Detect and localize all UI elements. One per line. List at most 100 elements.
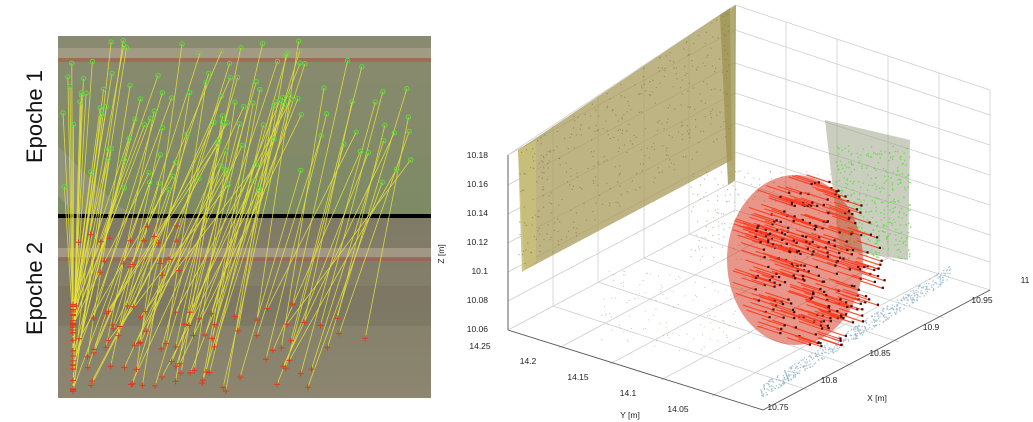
displacement-vector: [804, 213, 829, 223]
object-point: [868, 211, 870, 213]
displacement-vector: [797, 317, 823, 327]
wall-point: [672, 61, 675, 63]
object-point: [880, 153, 883, 155]
epoch2-marker: [97, 238, 104, 245]
vector-head: [811, 253, 814, 256]
wall-point: [658, 120, 660, 122]
floor-point: [942, 279, 944, 281]
wall-point: [522, 189, 524, 191]
epoch2-marker: [128, 381, 135, 388]
wall-point: [661, 67, 663, 69]
object-point: [880, 212, 882, 214]
floor-point: [935, 281, 937, 283]
wall-point: [679, 86, 682, 89]
object-point: [898, 248, 900, 251]
floor-point: [823, 357, 825, 359]
object-point: [878, 252, 880, 254]
floor-point: [795, 366, 797, 369]
floor-point: [886, 305, 888, 307]
epoch1-marker: [218, 48, 225, 55]
object-point: [876, 240, 878, 242]
vector-head: [803, 264, 806, 267]
floor-point: [855, 335, 858, 337]
wall-point: [567, 181, 569, 183]
object-point: [901, 173, 904, 175]
wall-point: [580, 124, 582, 126]
epoch1-marker: [281, 102, 288, 108]
epoch2-marker: [274, 381, 281, 388]
object-point: [876, 256, 878, 258]
object-point: [866, 218, 869, 221]
floor-point: [873, 318, 875, 321]
object-point: [692, 173, 694, 175]
epoch2-marker: [334, 315, 341, 322]
object-point: [870, 146, 873, 148]
object-point: [706, 220, 708, 222]
vector-head: [801, 275, 805, 278]
wall-point: [538, 163, 540, 165]
floor-point: [824, 346, 827, 349]
object-point: [875, 176, 877, 179]
floor-point: [856, 327, 859, 330]
epoch2-marker: [142, 308, 149, 315]
floor-point: [771, 379, 774, 381]
object-point: [887, 248, 890, 250]
displacement-vector: [786, 235, 811, 245]
x-tick: 11: [1021, 275, 1030, 285]
floor-point: [932, 289, 935, 292]
wall-point: [577, 116, 579, 118]
object-point: [716, 195, 719, 197]
floor-point: [671, 332, 673, 334]
floor-point: [944, 274, 946, 276]
floor-point: [911, 294, 913, 296]
object-point: [890, 156, 892, 159]
wall-point: [606, 130, 609, 132]
floor-point: [842, 340, 845, 343]
object-point: [858, 198, 861, 200]
vector-head: [768, 316, 771, 319]
vector-head: [835, 190, 838, 193]
match-line: [72, 97, 172, 365]
wall-point: [684, 65, 686, 68]
object-point: [865, 243, 867, 246]
displacement-vector: [811, 232, 836, 242]
vector-head: [869, 233, 872, 236]
epoch1-marker: [179, 41, 185, 47]
floor-point: [824, 345, 826, 347]
epoch2-marker: [262, 356, 269, 363]
floor-point: [655, 300, 657, 302]
floor-point: [726, 336, 728, 338]
floor-point: [761, 392, 763, 394]
vector-head: [854, 222, 857, 225]
object-point: [862, 216, 865, 218]
floor-point: [656, 339, 658, 341]
floor-point: [628, 315, 630, 317]
wall-point: [635, 136, 637, 139]
displacement-vector: [758, 293, 783, 303]
object-point: [726, 189, 728, 191]
wall-point: [558, 204, 560, 206]
object-point: [903, 196, 905, 198]
epoch1-marker: [256, 185, 262, 192]
floor-point: [811, 352, 813, 355]
displacement-vector: [770, 310, 796, 320]
wall-point: [617, 202, 619, 204]
wall-point: [618, 147, 620, 149]
displacement-vector: [800, 213, 825, 223]
vector-head: [844, 301, 848, 304]
epoch1-marker: [318, 133, 324, 139]
epoch2-marker: [289, 301, 296, 308]
floor-point: [770, 390, 773, 392]
wall-point: [549, 150, 551, 152]
epoch2-marker: [105, 308, 112, 315]
floor-point: [784, 372, 787, 374]
floor-point: [916, 293, 918, 296]
epoch2-marker: [70, 311, 76, 318]
floor-point: [660, 290, 662, 292]
epoch2-marker: [209, 335, 216, 342]
vector-head: [812, 292, 815, 295]
wall-point: [576, 227, 578, 229]
floor-point: [856, 326, 858, 328]
displacement-vector: [780, 309, 805, 319]
floor-point: [808, 364, 810, 366]
